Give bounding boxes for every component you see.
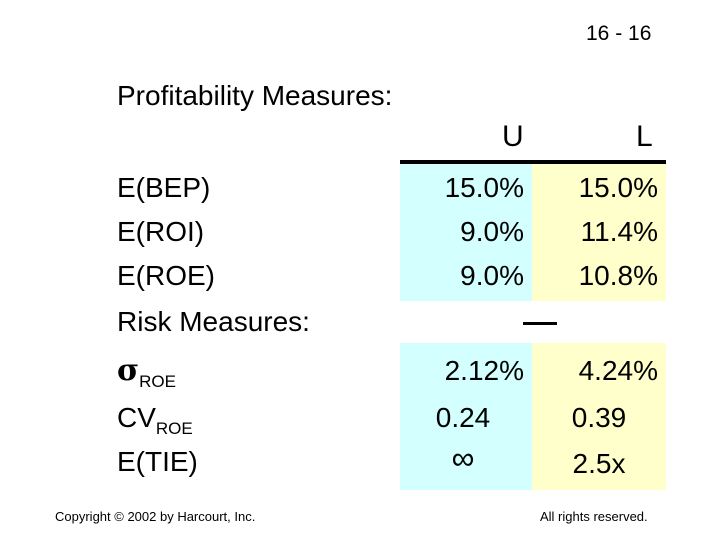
copyright-text: Copyright © 2002 by Harcourt, Inc. [55, 509, 256, 524]
value-l-roe: 10.8% [578, 260, 658, 291]
risk-heading: Risk Measures: [117, 306, 310, 337]
value-u-cv: 0.24 [435, 402, 491, 433]
value-l-roi: 11.4% [580, 216, 658, 247]
value-u-roi: 9.0% [460, 216, 524, 247]
value-u-sigma: 2.12% [444, 355, 524, 386]
column-header-u: U [502, 120, 524, 153]
value-l-cv: 0.39 [571, 402, 627, 433]
column-header-l: L [636, 120, 653, 153]
cv-subscript: ROE [155, 419, 193, 438]
row-label-cv: CVROE [117, 402, 193, 438]
value-l-bep: 15.0% [578, 172, 658, 203]
header-rule [400, 160, 666, 164]
l-risk-fill [532, 343, 666, 490]
cv-text: CV [117, 402, 156, 433]
row-label-roe: E(ROE) [117, 260, 215, 291]
value-l-tie: 2.5x [572, 448, 626, 479]
sigma-subscript: ROE [139, 372, 176, 391]
row-label-tie: E(TIE) [117, 446, 198, 477]
value-u-bep: 15.0% [444, 172, 524, 203]
row-label-bep: E(BEP) [117, 172, 211, 203]
value-l-sigma: 4.24% [578, 355, 658, 386]
separator-dash [523, 322, 557, 325]
rights-text: All rights reserved. [540, 509, 648, 524]
section-title-profitability: Profitability Measures: [117, 80, 393, 111]
row-label-roi: E(ROI) [117, 216, 205, 247]
sigma-symbol: σ [117, 353, 140, 388]
value-u-roe: 9.0% [460, 260, 524, 291]
row-label-sigma: σROE [117, 353, 176, 392]
u-risk-fill [400, 343, 532, 490]
slide-number: 16 - 16 [586, 22, 652, 45]
value-u-tie: ∞ [451, 440, 475, 476]
u-profitability-fill [400, 164, 532, 301]
l-profitability-fill [532, 164, 666, 301]
